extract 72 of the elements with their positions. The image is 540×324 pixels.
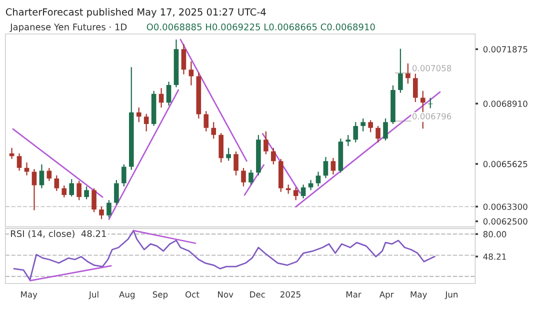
candlestick: [293, 186, 298, 201]
candlestick: [54, 174, 60, 192]
candlestick: [234, 150, 238, 176]
candlestick: [353, 122, 358, 143]
text: CharterForecast published May 17, 2025 01:27 UTC-4: [6, 8, 266, 18]
candlestick: [76, 180, 82, 201]
y-tick-label: 0.0068910: [483, 100, 528, 107]
candlestick: [16, 152, 22, 172]
y-tick-label: 0.0063300: [483, 204, 528, 210]
x-tick-label: Nov: [218, 291, 234, 298]
chart-title: Japanese Yen Futures · 1D: [10, 24, 127, 32]
candlestick: [413, 72, 418, 103]
candlestick: [204, 110, 209, 132]
y-tick-label: 0.0062500: [483, 218, 528, 225]
line-series: [13, 230, 436, 281]
x-tick-label: Apr: [379, 291, 394, 300]
candlestick: [106, 200, 112, 218]
x-tick-label: May: [21, 291, 38, 300]
candlestick: [92, 188, 96, 213]
candlestick: [428, 97, 433, 109]
candlestick: [99, 206, 104, 220]
candlestick: [286, 184, 291, 194]
y-tick-label: 0.0065625: [483, 160, 528, 168]
y-tick-label: 0.0071875: [483, 46, 528, 52]
candlestick: [406, 62, 410, 84]
candlestick: [398, 48, 403, 94]
candlestick: [144, 113, 149, 132]
ref-line-label: 0.007058: [412, 65, 452, 72]
candlestick: [226, 147, 231, 162]
x-tick-label: Jul: [88, 291, 98, 300]
candlestick: [166, 81, 172, 106]
candlestick: [114, 179, 119, 206]
x-tick-label: Jun: [444, 291, 458, 300]
candlestick: [248, 169, 254, 186]
x-tick-label: Mar: [346, 291, 362, 298]
candlestick: [368, 120, 373, 133]
candlestick: [181, 44, 186, 75]
candlestick: [122, 164, 126, 187]
candlestick: [46, 167, 52, 182]
y-tick-label: 80.00: [483, 231, 506, 238]
candlestick: [300, 184, 306, 199]
candlestick: [211, 122, 216, 140]
candlestick: [218, 132, 224, 164]
candlestick: [346, 134, 351, 147]
candlestick: [241, 167, 246, 187]
candlestick: [376, 125, 380, 143]
x-tick-label: 2025: [280, 291, 300, 298]
candlestick: [323, 156, 328, 179]
candlestick: [188, 61, 194, 86]
candlestick: [136, 106, 142, 123]
candlestick: [330, 157, 336, 176]
candlestick: [308, 179, 314, 191]
candlestick: [84, 186, 89, 200]
candlestick: [69, 178, 74, 198]
candlestick: [32, 168, 37, 211]
chart-title: RSI (14, close) 48.21: [10, 230, 106, 238]
candlestick: [264, 130, 268, 155]
candlestick: [270, 147, 276, 165]
x-tick-label: Oct: [186, 291, 200, 298]
chart-subtitle: O0.0068885 H0.0069225 L0.0068665 C0.0068910: [146, 24, 375, 30]
x-tick-label: Sep: [152, 291, 168, 300]
candlestick: [39, 164, 44, 189]
x-tick-label: May: [410, 291, 427, 300]
x-tick-label: Aug: [119, 291, 134, 300]
candlestick: [316, 171, 321, 187]
x-tick-label: Dec: [250, 291, 265, 298]
candlestick: [360, 118, 366, 132]
candlestick: [383, 118, 388, 142]
candlestick: [62, 184, 67, 198]
ref-line-label: 0.006796: [412, 113, 452, 120]
candlestick: [158, 88, 164, 108]
y-tick-label: 48.21: [483, 254, 506, 260]
